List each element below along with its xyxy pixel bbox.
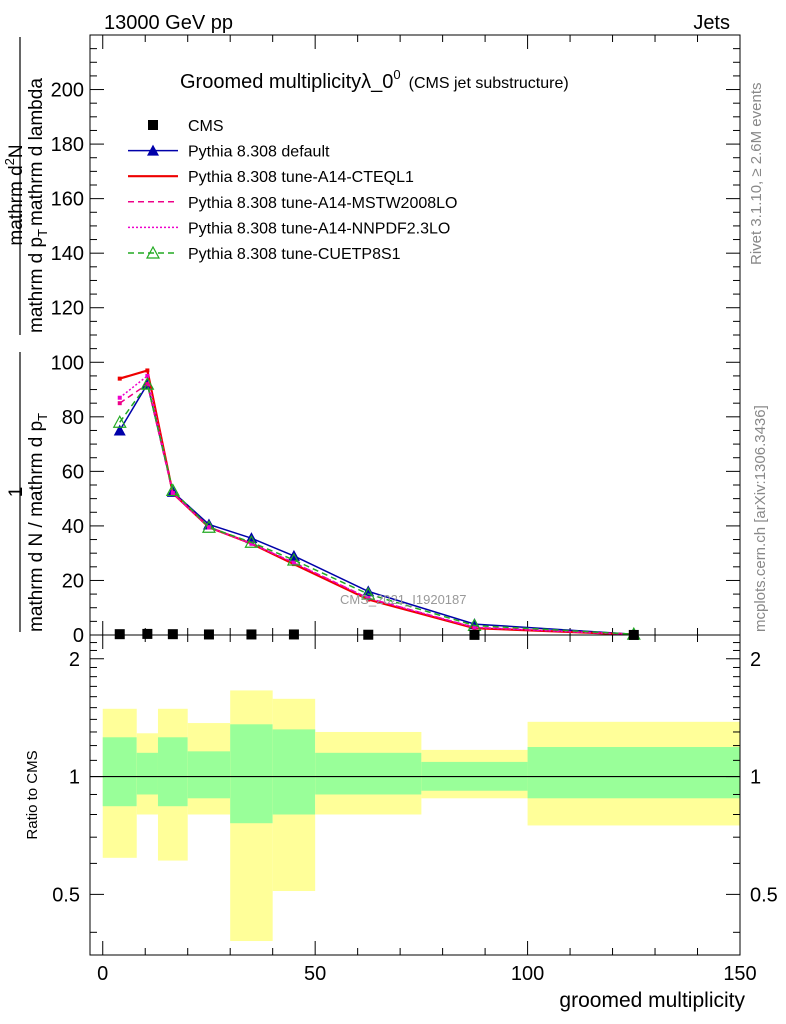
legend: CMS Pythia 8.308 default Pythia 8.308 tune… <box>128 118 457 263</box>
data-point <box>287 549 300 561</box>
data-point <box>246 629 257 640</box>
x-tick-label: 150 <box>723 963 756 985</box>
series-line <box>119 374 634 636</box>
ratio-inner-band <box>527 747 740 799</box>
legend-entry: Pythia 8.308 tune-CUETP8S1 <box>128 245 401 263</box>
data-point <box>170 491 175 496</box>
plot-title-superscript: 0 <box>393 67 400 82</box>
upper-axes: 0 20 40 60 80 100 120 140 160 180 200 <box>51 35 741 647</box>
legend-marker <box>147 144 159 156</box>
data-point <box>366 596 371 601</box>
plot-title: Groomed multiplicityλ_00 (CMS jet substru… <box>180 67 569 93</box>
x-axis-label: groomed multiplicity <box>559 989 745 1012</box>
data-point <box>286 552 301 566</box>
legend-marker <box>145 245 161 259</box>
lower-frame <box>89 634 741 956</box>
lower-y-axis-label: Ratio to CMS <box>24 750 41 839</box>
lower-y-tick-label: 0.5 <box>52 884 80 906</box>
upper-y-axis-label: 1 mathrm d N / mathrm d pT mathrm d2N ma… <box>2 37 50 632</box>
lower-y-tick-label: 1 <box>69 767 80 789</box>
upper-y-tick-label: 140 <box>51 243 84 265</box>
rivet-version-label: Rivet 3.1.10, ≥ 2.6M events <box>748 83 765 266</box>
x-tick-label: 100 <box>511 963 544 985</box>
data-point <box>114 629 125 640</box>
upper-y-tick-label: 60 <box>62 461 84 483</box>
lower-axes: 0.5 0.5 1 1 2 2 0 50 100 150 <box>52 635 778 985</box>
upper-y-tick-label: 40 <box>62 516 84 538</box>
data-point <box>291 560 296 565</box>
ratio-inner-band <box>230 724 273 824</box>
upper-panel: 0 20 40 60 80 100 120 140 160 180 200 Groomed mult… <box>2 34 741 647</box>
analysis-watermark: CMS_2021_I1920187 <box>340 592 467 607</box>
data-point <box>203 629 214 640</box>
ratio-inner-band <box>136 752 158 795</box>
header-energy-label: 13000 GeV pp <box>104 12 233 34</box>
legend-label: Pythia 8.308 default <box>188 144 330 161</box>
lower-panel: 0.5 0.5 1 1 2 2 0 50 100 150 Ratio to CMS groomed… <box>24 634 778 1012</box>
mcplots-label: mcplots.cern.ch [arXiv:1306.3436] <box>752 405 769 632</box>
ylabel-right-denominator: mathrm d pTmathrm d lambda <box>26 78 50 333</box>
legend-entry: Pythia 8.308 tune-A14-NNPDF2.3LO <box>128 220 450 237</box>
upper-y-tick-label: 160 <box>51 189 84 211</box>
upper-y-tick-label: 200 <box>51 80 84 102</box>
data-point <box>112 415 127 428</box>
upper-y-tick-label: 100 <box>51 352 84 374</box>
data-point <box>145 382 150 387</box>
upper-y-tick-label: 180 <box>51 134 84 156</box>
legend-label: CMS <box>188 118 224 135</box>
data-point <box>113 424 126 436</box>
upper-y-tick-label: 80 <box>62 407 84 429</box>
data-point <box>206 525 211 530</box>
legend-marker <box>148 120 158 130</box>
data-point <box>361 586 376 600</box>
legend-label: Pythia 8.308 tune-A14-MSTW2008LO <box>188 195 457 212</box>
header-jets-label: Jets <box>693 12 730 34</box>
legend-entry: CMS <box>148 118 224 135</box>
lower-y-tick-label-right: 1 <box>750 767 761 789</box>
upper-y-tick-label: 20 <box>62 570 84 592</box>
data-point <box>201 520 216 533</box>
data-point <box>117 376 122 381</box>
ylabel-left-numerator: 1 <box>6 487 27 498</box>
legend-label: Pythia 8.308 tune-CUETP8S1 <box>188 246 401 263</box>
data-point <box>117 395 122 400</box>
upper-y-tick-label: 120 <box>51 298 84 320</box>
ylabel-right-numerator: mathrm d2N <box>2 144 27 245</box>
ratio-inner-band <box>315 752 422 795</box>
data-point <box>472 625 477 630</box>
ratio-inner-band <box>157 737 188 807</box>
data-point <box>140 376 155 390</box>
data-point <box>145 368 150 373</box>
legend-entry: Pythia 8.308 tune-A14-MSTW2008LO <box>128 195 457 212</box>
x-tick-label: 0 <box>97 963 108 985</box>
legend-entry: Pythia 8.308 default <box>128 144 330 161</box>
upper-y-tick-label: 0 <box>73 625 84 647</box>
ylabel-left-denominator: mathrm d N / mathrm d pT <box>26 413 50 632</box>
data-point <box>245 532 258 544</box>
ratio-inner-band <box>272 729 316 815</box>
data-point <box>288 629 299 640</box>
data-point <box>165 483 180 497</box>
lower-y-tick-label: 2 <box>69 649 80 671</box>
legend-label: Pythia 8.308 tune-A14-NNPDF2.3LO <box>188 220 450 237</box>
series-line <box>119 382 634 635</box>
data-point <box>117 401 122 406</box>
plot-title-subtitle: (CMS jet substructure) <box>409 75 569 92</box>
x-tick-label: 50 <box>304 963 326 985</box>
data-point <box>142 628 153 639</box>
data-point <box>145 373 150 378</box>
lower-y-tick-label-right: 2 <box>750 649 761 671</box>
plot-title-main: Groomed multiplicityλ_0 <box>180 71 393 93</box>
ratio-inner-band <box>187 751 231 799</box>
ratio-uncertainty-bands <box>90 690 740 942</box>
ratio-inner-band <box>102 737 137 807</box>
legend-label: Pythia 8.308 tune-A14-CTEQL1 <box>188 169 414 186</box>
legend-entry: Pythia 8.308 tune-A14-CTEQL1 <box>128 169 414 186</box>
lower-y-tick-label-right: 0.5 <box>750 884 778 906</box>
data-point <box>249 541 254 546</box>
data-point <box>244 535 259 548</box>
data-point <box>167 629 178 640</box>
